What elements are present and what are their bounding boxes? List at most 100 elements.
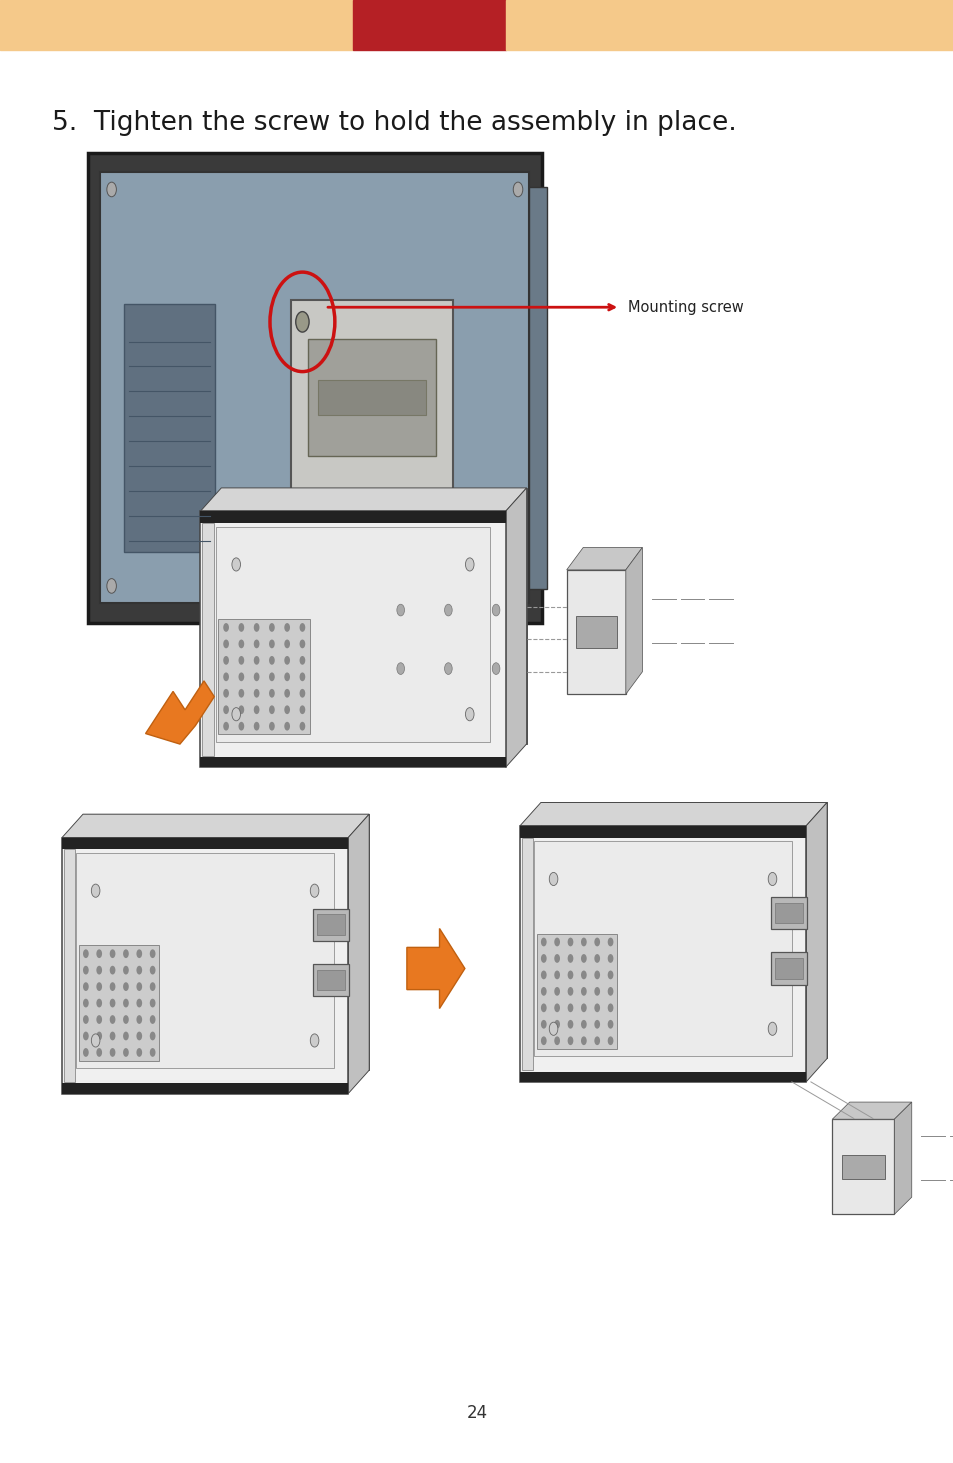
Circle shape bbox=[269, 639, 274, 648]
Bar bbox=[291, 300, 453, 512]
Circle shape bbox=[223, 689, 229, 698]
Text: Mounting screw: Mounting screw bbox=[627, 300, 742, 315]
Bar bbox=[200, 758, 505, 768]
Circle shape bbox=[540, 988, 546, 996]
Circle shape bbox=[284, 673, 290, 682]
Bar bbox=[313, 909, 349, 941]
Bar bbox=[100, 173, 529, 603]
Circle shape bbox=[284, 623, 290, 632]
Circle shape bbox=[607, 1004, 613, 1012]
Circle shape bbox=[107, 578, 116, 594]
Circle shape bbox=[540, 938, 546, 947]
Circle shape bbox=[269, 673, 274, 682]
Circle shape bbox=[238, 721, 244, 730]
Circle shape bbox=[295, 312, 309, 332]
Circle shape bbox=[567, 1036, 573, 1045]
Bar bbox=[308, 339, 436, 456]
Circle shape bbox=[238, 705, 244, 714]
Polygon shape bbox=[62, 813, 369, 837]
Circle shape bbox=[83, 1015, 89, 1024]
Circle shape bbox=[123, 1015, 129, 1024]
Bar bbox=[537, 933, 617, 1049]
Circle shape bbox=[594, 970, 599, 979]
Circle shape bbox=[253, 705, 259, 714]
Circle shape bbox=[594, 988, 599, 996]
Bar bbox=[505, 0, 953, 50]
Circle shape bbox=[150, 999, 155, 1008]
Circle shape bbox=[223, 705, 229, 714]
Circle shape bbox=[83, 966, 89, 974]
Polygon shape bbox=[146, 680, 214, 745]
Circle shape bbox=[567, 1020, 573, 1028]
Circle shape bbox=[223, 673, 229, 682]
Circle shape bbox=[238, 689, 244, 698]
Circle shape bbox=[284, 689, 290, 698]
Bar bbox=[575, 616, 617, 648]
Circle shape bbox=[554, 988, 559, 996]
Circle shape bbox=[110, 999, 115, 1008]
Circle shape bbox=[580, 954, 586, 963]
Circle shape bbox=[232, 557, 240, 571]
Circle shape bbox=[123, 1031, 129, 1040]
Circle shape bbox=[540, 1036, 546, 1045]
Polygon shape bbox=[831, 1102, 911, 1119]
Circle shape bbox=[150, 982, 155, 990]
Bar bbox=[534, 841, 791, 1056]
Circle shape bbox=[310, 884, 318, 897]
Circle shape bbox=[284, 705, 290, 714]
Bar bbox=[353, 0, 505, 50]
Circle shape bbox=[253, 689, 259, 698]
Circle shape bbox=[223, 623, 229, 632]
Circle shape bbox=[284, 639, 290, 648]
Bar bbox=[124, 303, 214, 552]
Polygon shape bbox=[348, 813, 369, 1093]
Circle shape bbox=[607, 1020, 613, 1028]
Circle shape bbox=[310, 1034, 318, 1048]
Polygon shape bbox=[200, 489, 526, 512]
Circle shape bbox=[284, 721, 290, 730]
Circle shape bbox=[594, 954, 599, 963]
Bar bbox=[521, 838, 533, 1071]
Circle shape bbox=[299, 721, 305, 730]
Circle shape bbox=[540, 1020, 546, 1028]
Text: 24: 24 bbox=[466, 1404, 487, 1422]
Circle shape bbox=[567, 970, 573, 979]
Circle shape bbox=[492, 663, 499, 674]
Bar bbox=[529, 186, 546, 588]
Circle shape bbox=[110, 1048, 115, 1056]
Bar bbox=[218, 619, 310, 734]
Bar bbox=[0, 0, 353, 50]
Polygon shape bbox=[406, 929, 464, 1008]
Circle shape bbox=[299, 623, 305, 632]
Polygon shape bbox=[505, 489, 526, 768]
Circle shape bbox=[150, 949, 155, 958]
Circle shape bbox=[123, 999, 129, 1008]
Bar bbox=[774, 958, 802, 979]
Bar bbox=[770, 952, 806, 985]
Circle shape bbox=[269, 705, 274, 714]
Circle shape bbox=[223, 721, 229, 730]
Circle shape bbox=[284, 655, 290, 664]
Circle shape bbox=[150, 1031, 155, 1040]
Circle shape bbox=[83, 1048, 89, 1056]
Bar bbox=[317, 380, 426, 415]
Circle shape bbox=[540, 970, 546, 979]
Circle shape bbox=[238, 639, 244, 648]
Circle shape bbox=[594, 938, 599, 947]
Circle shape bbox=[83, 949, 89, 958]
Circle shape bbox=[96, 1048, 102, 1056]
Circle shape bbox=[123, 1048, 129, 1056]
Circle shape bbox=[540, 1004, 546, 1012]
Circle shape bbox=[253, 655, 259, 664]
Circle shape bbox=[607, 938, 613, 947]
Polygon shape bbox=[519, 802, 826, 825]
Bar bbox=[76, 853, 334, 1068]
Circle shape bbox=[554, 1036, 559, 1045]
Circle shape bbox=[554, 954, 559, 963]
Circle shape bbox=[567, 988, 573, 996]
Circle shape bbox=[540, 954, 546, 963]
Circle shape bbox=[269, 655, 274, 664]
Bar bbox=[316, 970, 345, 990]
Circle shape bbox=[110, 966, 115, 974]
Circle shape bbox=[110, 982, 115, 990]
